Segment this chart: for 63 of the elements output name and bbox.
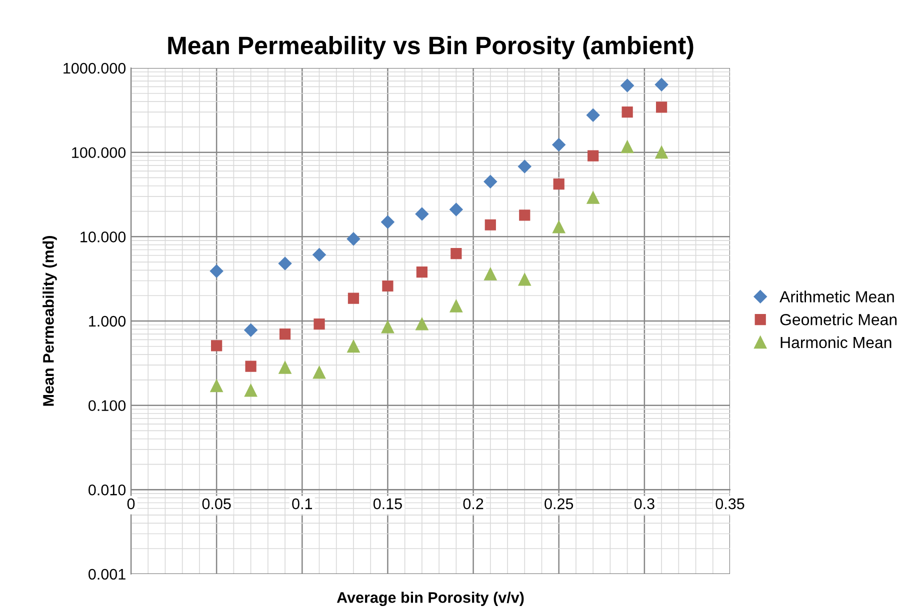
y-tick-label: 10.000: [80, 232, 126, 242]
y-tick-label: 0.001: [88, 568, 126, 580]
x-tick-label: 0.35: [716, 498, 744, 510]
point: [348, 292, 360, 304]
point: [552, 138, 566, 152]
point: [519, 210, 530, 221]
point: [279, 328, 291, 340]
point: [416, 318, 428, 330]
point: [347, 340, 360, 353]
point: [552, 220, 566, 234]
point: [244, 384, 258, 397]
point: [588, 150, 599, 162]
legend-label: Geometric Mean: [780, 314, 897, 326]
point: [416, 266, 428, 278]
point: [655, 146, 668, 159]
point: [312, 248, 326, 262]
point: [586, 191, 600, 204]
point: [415, 207, 429, 221]
point: [586, 108, 600, 122]
point: [278, 361, 292, 374]
point: [654, 78, 668, 92]
point: [450, 300, 462, 312]
y-tick-label: 1.000: [89, 316, 126, 327]
point: [656, 102, 668, 113]
point: [314, 318, 325, 330]
y-axis-title: Mean Permeability (md): [42, 236, 57, 406]
point: [346, 232, 360, 246]
point: [278, 256, 292, 270]
x-tick-label: 0.3: [634, 498, 654, 510]
point: [313, 366, 326, 379]
y-tick-label: 0.010: [88, 484, 126, 496]
point: [382, 280, 394, 292]
point: [553, 178, 564, 190]
point: [381, 215, 394, 229]
x-tick-label: 0: [127, 498, 135, 510]
x-tick-label: 0.25: [544, 498, 574, 510]
y-tick-label: 1000.000: [64, 62, 126, 74]
point: [381, 320, 394, 334]
point: [211, 340, 222, 352]
point: [244, 324, 258, 337]
point: [518, 160, 532, 174]
point: [620, 78, 634, 92]
chart-title: Mean Permeability vs Bin Porosity (ambient): [168, 36, 694, 60]
legend-label: Arithmetic Mean: [780, 290, 894, 302]
legend-label: Harmonic Mean: [780, 336, 892, 348]
y-tick-label: 100.000: [72, 147, 126, 158]
point: [450, 248, 462, 260]
x-tick-label: 0.1: [292, 498, 312, 510]
point: [450, 202, 463, 216]
point: [210, 380, 223, 392]
point: [622, 106, 633, 118]
x-tick-label: 0.2: [463, 498, 484, 510]
point: [210, 264, 224, 278]
point: [518, 273, 531, 286]
point: [484, 174, 497, 188]
x-tick-label: 0.15: [373, 498, 402, 510]
x-axis-title: Average bin Porosity (v/v): [336, 592, 524, 606]
point: [621, 140, 634, 154]
point: [484, 268, 497, 280]
x-tick-label: 0.05: [202, 498, 231, 510]
point: [484, 219, 496, 230]
point: [245, 360, 256, 372]
y-tick-label: 0.100: [88, 400, 126, 412]
